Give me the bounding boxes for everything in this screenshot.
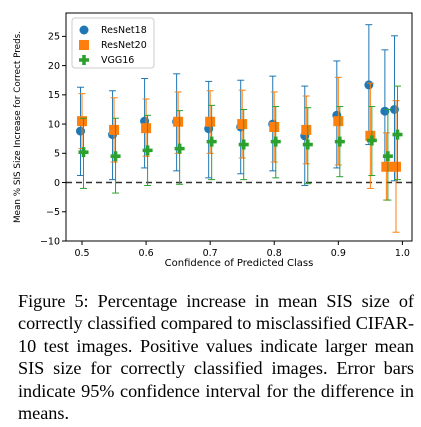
x-tick-label: 1.0	[395, 248, 410, 259]
chart-marks-layer	[66, 24, 412, 233]
data-point	[79, 25, 89, 35]
legend-item-resnet18: ResNet18	[79, 25, 147, 36]
data-point	[382, 151, 393, 162]
y-tick-label: 25	[48, 32, 60, 43]
data-point	[334, 136, 345, 147]
x-tick-label: 0.7	[203, 248, 218, 259]
y-tick-label: 10	[48, 119, 60, 130]
legend-label: VGG16	[101, 55, 134, 66]
data-point	[174, 143, 185, 154]
data-point	[270, 136, 281, 147]
data-point	[366, 135, 377, 146]
legend-label: ResNet20	[101, 40, 147, 51]
data-point	[110, 151, 121, 162]
data-point	[79, 55, 89, 65]
data-point	[333, 116, 344, 127]
data-point	[109, 124, 120, 135]
chart-legend: ResNet18 ResNet20 VGG16	[71, 17, 155, 69]
plot-area-frame	[65, 12, 413, 242]
chart-figure: 0.5 0.6 0.7 0.8 0.9 1.0 −10 −5 0 5 10 15 20 25 ResNet…	[13, 12, 413, 269]
data-point	[173, 116, 184, 127]
x-axis-label: Confidence of Predicted Class	[165, 258, 314, 269]
y-tick-label: 15	[48, 90, 60, 101]
data-point	[79, 40, 89, 50]
y-tick-label: 20	[48, 61, 60, 72]
data-point	[389, 104, 399, 114]
y-tick-label: 5	[54, 149, 60, 160]
data-point	[392, 129, 403, 140]
data-point	[142, 145, 153, 156]
data-point	[302, 139, 313, 150]
x-tick-label: 0.8	[267, 248, 282, 259]
axis-ticks-layer: 0.5 0.6 0.7 0.8 0.9 1.0 −10 −5 0 5 10 15 20 25	[40, 32, 410, 259]
series-vgg16	[78, 85, 403, 201]
data-point	[206, 136, 217, 147]
figure-caption: Figure 5: Percentage increase in mean SI…	[18, 291, 414, 424]
series-resnet20	[77, 76, 401, 233]
legend-frame	[71, 17, 155, 69]
data-point	[269, 122, 280, 132]
data-point	[238, 139, 249, 150]
data-point	[205, 116, 216, 127]
data-point	[390, 161, 401, 172]
legend-item-resnet20: ResNet20	[79, 40, 147, 51]
x-tick-label: 0.5	[74, 248, 89, 259]
data-point	[77, 116, 88, 127]
data-point	[237, 119, 248, 130]
data-point	[76, 126, 86, 136]
data-point	[381, 161, 392, 172]
legend-item-vgg16: VGG16	[79, 55, 134, 66]
data-point	[364, 80, 374, 90]
y-tick-label: −10	[40, 236, 60, 247]
data-point	[301, 124, 312, 135]
data-point	[78, 147, 89, 158]
legend-label: ResNet18	[101, 25, 147, 36]
data-point	[141, 123, 152, 134]
y-tick-label: 0	[54, 178, 60, 189]
x-tick-label: 0.9	[331, 248, 346, 259]
x-tick-label: 0.6	[139, 248, 154, 259]
y-tick-label: −5	[46, 207, 60, 218]
y-axis-label: Mean % SIS Size Increase for Correct Pre…	[13, 31, 23, 223]
